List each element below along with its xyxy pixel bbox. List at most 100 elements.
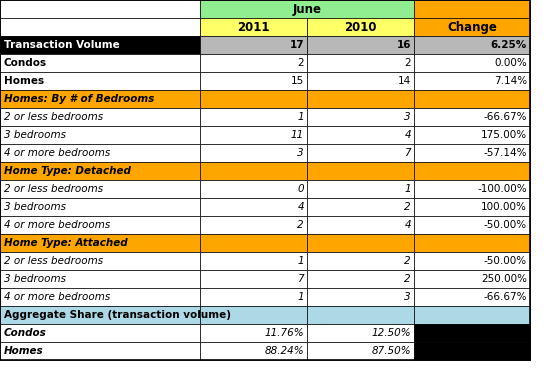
Text: 0.00%: 0.00% xyxy=(494,58,527,68)
Text: Condos: Condos xyxy=(4,58,47,68)
Bar xyxy=(0,90,200,108)
Bar xyxy=(200,72,307,90)
Bar xyxy=(200,144,307,162)
Text: 1: 1 xyxy=(404,184,411,194)
Bar xyxy=(307,36,414,54)
Bar xyxy=(414,270,530,288)
Bar xyxy=(200,108,307,126)
Text: Homes: By # of Bedrooms: Homes: By # of Bedrooms xyxy=(4,94,154,104)
Bar xyxy=(307,234,414,252)
Text: 2: 2 xyxy=(404,58,411,68)
Text: Condos: Condos xyxy=(4,328,47,338)
Bar xyxy=(307,72,414,90)
Text: 1: 1 xyxy=(298,256,304,266)
Text: 2: 2 xyxy=(404,202,411,212)
Bar xyxy=(200,126,307,144)
Text: 17: 17 xyxy=(289,40,304,50)
Text: 3 bedrooms: 3 bedrooms xyxy=(4,274,66,284)
Bar xyxy=(414,36,530,54)
Text: 3: 3 xyxy=(298,148,304,158)
Text: 4: 4 xyxy=(404,220,411,230)
Text: 2: 2 xyxy=(298,220,304,230)
Text: -50.00%: -50.00% xyxy=(484,220,527,230)
Bar xyxy=(414,180,530,198)
Text: Change: Change xyxy=(447,21,497,34)
Text: 175.00%: 175.00% xyxy=(481,130,527,140)
Bar xyxy=(307,198,414,216)
Text: 100.00%: 100.00% xyxy=(481,202,527,212)
Bar xyxy=(307,54,414,72)
Text: 0: 0 xyxy=(298,184,304,194)
Bar xyxy=(200,0,414,18)
Text: 2011: 2011 xyxy=(237,21,270,34)
Bar xyxy=(0,252,200,270)
Bar xyxy=(414,324,530,342)
Text: 1: 1 xyxy=(298,292,304,302)
Bar xyxy=(200,54,307,72)
Text: 2 or less bedrooms: 2 or less bedrooms xyxy=(4,256,103,266)
Bar xyxy=(200,288,307,306)
Text: 4 or more bedrooms: 4 or more bedrooms xyxy=(4,148,110,158)
Text: 2: 2 xyxy=(404,274,411,284)
Bar xyxy=(0,270,200,288)
Bar xyxy=(0,234,200,252)
Bar xyxy=(0,108,200,126)
Bar xyxy=(200,324,307,342)
Text: Transaction Volume: Transaction Volume xyxy=(4,40,120,50)
Text: 3: 3 xyxy=(404,112,411,122)
Bar xyxy=(414,18,530,36)
Text: 7: 7 xyxy=(298,274,304,284)
Bar xyxy=(200,198,307,216)
Text: -100.00%: -100.00% xyxy=(477,184,527,194)
Bar xyxy=(200,36,307,54)
Text: Aggregate Share (transaction volume): Aggregate Share (transaction volume) xyxy=(4,310,231,320)
Bar xyxy=(200,18,307,36)
Text: 87.50%: 87.50% xyxy=(371,346,411,356)
Text: 2: 2 xyxy=(298,58,304,68)
Bar xyxy=(414,252,530,270)
Text: Homes: Homes xyxy=(4,76,44,86)
Text: 15: 15 xyxy=(291,76,304,86)
Bar xyxy=(414,306,530,324)
Text: 11: 11 xyxy=(291,130,304,140)
Bar xyxy=(414,108,530,126)
Text: 7: 7 xyxy=(404,148,411,158)
Text: 3: 3 xyxy=(404,292,411,302)
Bar xyxy=(200,252,307,270)
Bar xyxy=(307,90,414,108)
Bar xyxy=(414,234,530,252)
Text: 4: 4 xyxy=(404,130,411,140)
Text: 2: 2 xyxy=(404,256,411,266)
Bar xyxy=(414,54,530,72)
Text: 3 bedrooms: 3 bedrooms xyxy=(4,130,66,140)
Text: 16: 16 xyxy=(397,40,411,50)
Bar xyxy=(200,180,307,198)
Bar xyxy=(307,180,414,198)
Text: -66.67%: -66.67% xyxy=(483,112,527,122)
Bar xyxy=(307,270,414,288)
Text: June: June xyxy=(293,3,322,15)
Bar xyxy=(0,288,200,306)
Text: 7.14%: 7.14% xyxy=(494,76,527,86)
Bar xyxy=(0,198,200,216)
Bar xyxy=(414,72,530,90)
Text: 2 or less bedrooms: 2 or less bedrooms xyxy=(4,184,103,194)
Text: Home Type: Attached: Home Type: Attached xyxy=(4,238,128,248)
Text: 88.24%: 88.24% xyxy=(265,346,304,356)
Text: Homes: Homes xyxy=(4,346,43,356)
Bar xyxy=(307,126,414,144)
Bar xyxy=(414,126,530,144)
Bar xyxy=(0,324,200,342)
Bar xyxy=(200,162,307,180)
Bar xyxy=(414,90,530,108)
Bar xyxy=(307,18,414,36)
Text: 12.50%: 12.50% xyxy=(371,328,411,338)
Bar xyxy=(414,342,530,360)
Bar xyxy=(414,0,530,18)
Bar xyxy=(307,108,414,126)
Bar xyxy=(0,342,200,360)
Bar xyxy=(0,54,200,72)
Bar xyxy=(200,216,307,234)
Bar xyxy=(200,306,307,324)
Bar xyxy=(414,216,530,234)
